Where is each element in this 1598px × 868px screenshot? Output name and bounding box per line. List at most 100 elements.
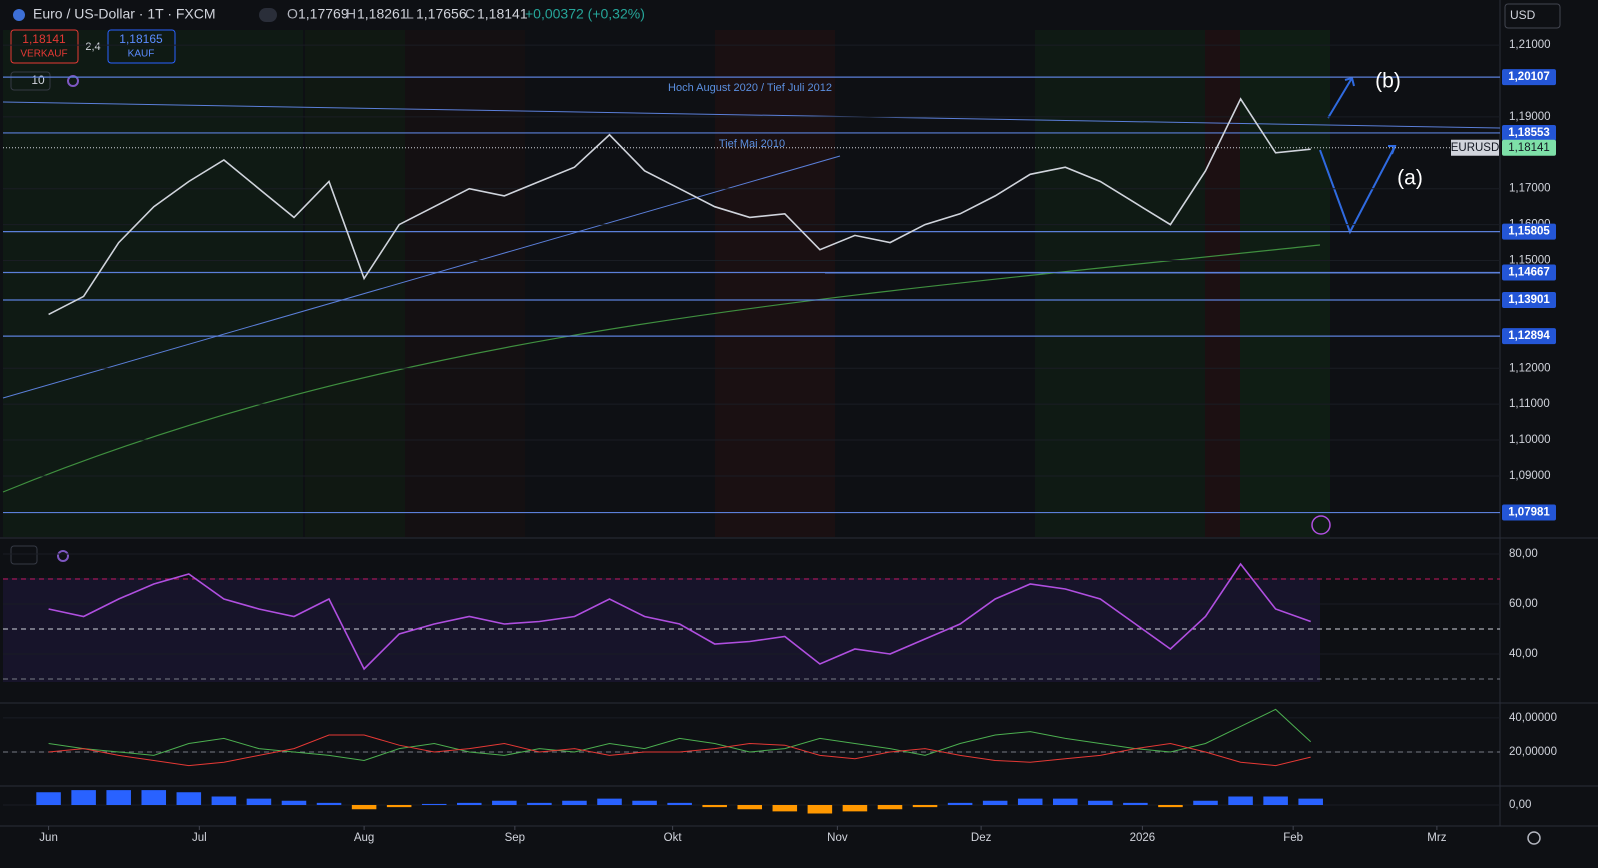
histogram-bar xyxy=(772,805,798,812)
hide-button[interactable] xyxy=(259,8,277,22)
bg-stripe xyxy=(305,30,405,537)
annotation: Hoch August 2020 / Tief Juli 2012 xyxy=(668,82,832,94)
x-tick-label: 2026 xyxy=(1130,832,1156,844)
pane-toggle[interactable] xyxy=(10,545,38,565)
ohlc-value: 1,17656 xyxy=(416,6,467,22)
annotation: (a) xyxy=(1397,167,1423,190)
level-label: 1,07981 xyxy=(1508,507,1550,519)
bg-stripe xyxy=(3,30,303,537)
level-tag xyxy=(1502,124,1556,141)
indicator-toggle[interactable] xyxy=(10,71,51,91)
histogram-bar xyxy=(106,790,131,805)
level-tag xyxy=(1502,69,1556,86)
y-tick-label: 1,12000 xyxy=(1509,362,1551,374)
histogram-bar xyxy=(597,798,622,805)
y-tick-label: 1,19000 xyxy=(1509,111,1551,123)
histogram-bar xyxy=(1017,798,1043,805)
y-tick-label: 80,00 xyxy=(1509,548,1538,560)
bg-stripe xyxy=(1035,30,1205,537)
buy-label: KAUF xyxy=(128,49,155,60)
bg-stripe xyxy=(1205,30,1240,537)
x-tick-label: Jun xyxy=(39,832,58,844)
histogram-bar xyxy=(527,802,552,805)
currency: USD xyxy=(1510,8,1536,22)
histogram-bar xyxy=(667,802,692,805)
level-label: 1,15805 xyxy=(1508,226,1550,238)
y-tick-label: 1,17000 xyxy=(1509,183,1551,195)
buy-price: 1,18165 xyxy=(119,32,163,46)
y-tick-label: 20,00000 xyxy=(1509,746,1557,758)
x-tick-label: Okt xyxy=(664,832,683,844)
trend-line xyxy=(2,101,1501,129)
y-tick-label: 40,00000 xyxy=(1509,712,1557,724)
symbol-title[interactable]: Euro / US-Dollar · 1T · FXCM xyxy=(33,6,216,22)
histogram-bar xyxy=(351,805,377,810)
histogram-bar xyxy=(1123,802,1148,805)
level-label: 1,14667 xyxy=(1508,267,1550,279)
level-tag xyxy=(1502,328,1556,345)
x-tick-label: Feb xyxy=(1283,832,1303,844)
histogram-bar xyxy=(281,800,307,805)
histogram-bar xyxy=(246,798,272,805)
histogram-bar xyxy=(457,802,482,805)
level-tag xyxy=(1502,223,1556,240)
histogram-bar xyxy=(807,805,833,814)
bg-stripe xyxy=(715,30,835,537)
sell-label: VERKAUF xyxy=(20,49,67,60)
y-tick-label: 1,21000 xyxy=(1509,39,1551,51)
ohlc-value: 1,18141 xyxy=(477,6,528,22)
settings-icon[interactable] xyxy=(1527,831,1541,845)
y-tick-label: 1,11000 xyxy=(1509,398,1550,410)
x-tick-label: Nov xyxy=(827,832,848,844)
level-label: 1,20107 xyxy=(1508,71,1550,83)
alert-icon[interactable] xyxy=(1311,515,1331,535)
level-label: 1,13901 xyxy=(1508,294,1550,306)
histogram-bar xyxy=(702,805,727,808)
price-line xyxy=(48,97,1311,316)
x-tick-label: Jul xyxy=(192,832,207,844)
last-price-label: 1,18141 xyxy=(1508,142,1550,154)
y-tick-label: 1,09000 xyxy=(1509,470,1551,482)
histogram-bar xyxy=(947,802,973,805)
buy-button[interactable] xyxy=(107,29,176,64)
symbol-label: EURUSD xyxy=(1451,142,1500,154)
x-tick-label: Dez xyxy=(971,832,992,844)
price-line xyxy=(48,562,1311,671)
indicator-line xyxy=(48,734,1311,767)
price-change: +0,00372 (+0,32%) xyxy=(525,6,645,22)
level-label: 1,18553 xyxy=(1508,127,1550,139)
y-tick-label: 40,00 xyxy=(1509,648,1538,660)
histogram-bar xyxy=(316,802,342,805)
sell-button[interactable] xyxy=(10,29,79,64)
level-tag xyxy=(1502,264,1556,281)
histogram-bar xyxy=(36,792,61,805)
y-tick-label: 1,10000 xyxy=(1509,434,1551,446)
sync-icon[interactable] xyxy=(57,550,69,562)
histogram-bar xyxy=(386,805,412,808)
annotation: Tief Mai 2010 xyxy=(719,138,785,150)
currency-select[interactable] xyxy=(1504,3,1561,29)
x-tick-label: Mrz xyxy=(1427,832,1446,844)
histogram-bar xyxy=(1228,796,1253,805)
indicator-count: 10 xyxy=(31,73,45,87)
histogram-bar xyxy=(982,800,1008,805)
symbol-icon xyxy=(13,9,25,21)
histogram-bar xyxy=(1088,800,1113,805)
ohlc-key: H xyxy=(346,6,356,22)
histogram-bar xyxy=(1053,798,1078,805)
arrow-head xyxy=(1344,76,1355,87)
x-tick-label: Aug xyxy=(354,832,374,844)
histogram-bar xyxy=(562,800,587,805)
last-price-tag xyxy=(1502,139,1556,156)
ohlc-value: 1,18261 xyxy=(357,6,408,22)
histogram-bar xyxy=(141,790,167,805)
moving-average xyxy=(2,244,1321,493)
sync-icon[interactable] xyxy=(67,75,79,87)
level-tag xyxy=(1502,504,1556,521)
histogram-bar xyxy=(421,803,447,805)
bg-stripe xyxy=(1240,30,1330,537)
ohlc-key: C xyxy=(465,6,475,22)
x-tick-label: Sep xyxy=(505,832,525,844)
ohlc-value: 1,17769 xyxy=(298,6,349,22)
